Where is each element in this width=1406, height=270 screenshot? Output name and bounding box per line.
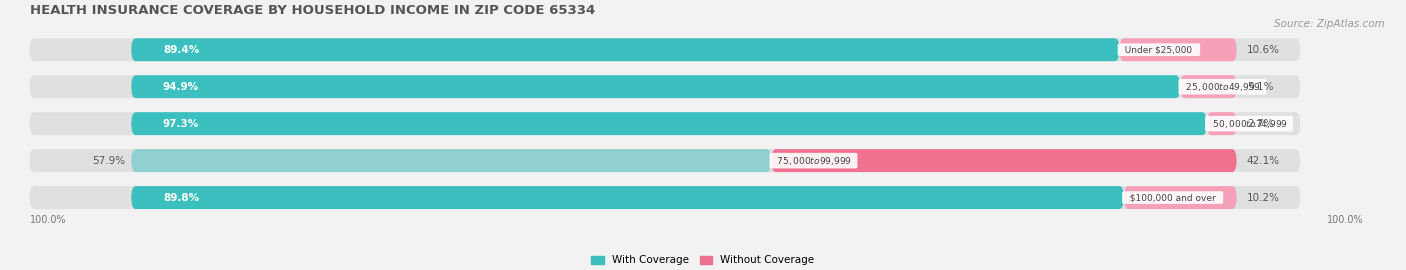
FancyBboxPatch shape	[30, 149, 1301, 172]
FancyBboxPatch shape	[772, 149, 1237, 172]
Text: $50,000 to $74,999: $50,000 to $74,999	[1206, 118, 1291, 130]
FancyBboxPatch shape	[1123, 186, 1237, 209]
Text: 10.2%: 10.2%	[1247, 193, 1279, 202]
FancyBboxPatch shape	[30, 75, 1301, 98]
Text: 97.3%: 97.3%	[163, 119, 200, 129]
FancyBboxPatch shape	[131, 75, 1180, 98]
Text: 42.1%: 42.1%	[1247, 156, 1279, 166]
FancyBboxPatch shape	[131, 149, 772, 172]
Text: 5.1%: 5.1%	[1247, 82, 1274, 92]
Text: $25,000 to $49,999: $25,000 to $49,999	[1180, 81, 1264, 93]
FancyBboxPatch shape	[131, 38, 1119, 61]
Text: 100.0%: 100.0%	[1327, 215, 1364, 225]
FancyBboxPatch shape	[131, 112, 1206, 135]
FancyBboxPatch shape	[131, 186, 1123, 209]
Text: Under $25,000: Under $25,000	[1119, 45, 1198, 54]
Text: 89.4%: 89.4%	[163, 45, 200, 55]
Legend: With Coverage, Without Coverage: With Coverage, Without Coverage	[592, 255, 814, 265]
FancyBboxPatch shape	[1180, 75, 1237, 98]
FancyBboxPatch shape	[30, 112, 1301, 135]
Text: $75,000 to $99,999: $75,000 to $99,999	[772, 155, 856, 167]
Text: 94.9%: 94.9%	[163, 82, 200, 92]
Text: 10.6%: 10.6%	[1247, 45, 1279, 55]
Text: Source: ZipAtlas.com: Source: ZipAtlas.com	[1274, 19, 1385, 29]
FancyBboxPatch shape	[30, 186, 1301, 209]
FancyBboxPatch shape	[30, 38, 1301, 61]
Text: 2.7%: 2.7%	[1247, 119, 1274, 129]
Text: 100.0%: 100.0%	[30, 215, 66, 225]
FancyBboxPatch shape	[1206, 112, 1237, 135]
Text: HEALTH INSURANCE COVERAGE BY HOUSEHOLD INCOME IN ZIP CODE 65334: HEALTH INSURANCE COVERAGE BY HOUSEHOLD I…	[30, 4, 595, 17]
Text: 89.8%: 89.8%	[163, 193, 200, 202]
Text: 57.9%: 57.9%	[91, 156, 125, 166]
FancyBboxPatch shape	[1119, 38, 1237, 61]
Text: $100,000 and over: $100,000 and over	[1123, 193, 1222, 202]
